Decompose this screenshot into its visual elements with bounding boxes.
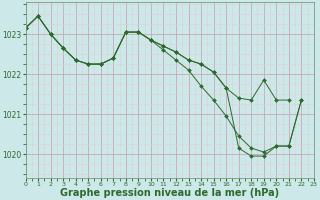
X-axis label: Graphe pression niveau de la mer (hPa): Graphe pression niveau de la mer (hPa) <box>60 188 279 198</box>
